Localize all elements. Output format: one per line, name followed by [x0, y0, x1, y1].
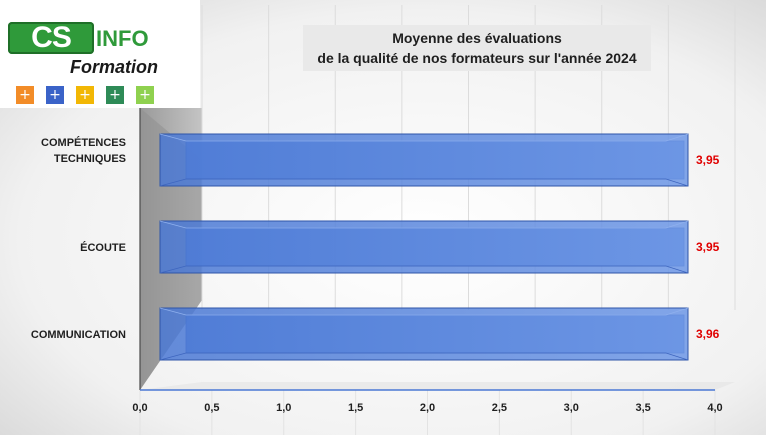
category-label: TECHNIQUES — [54, 153, 126, 165]
data-label: 3,96 — [696, 327, 720, 341]
data-label: 3,95 — [696, 153, 720, 167]
bar — [159, 307, 689, 361]
x-tick-label: 2,5 — [492, 402, 507, 414]
chart-title-line-2: de la qualité de nos formateurs sur l'an… — [317, 50, 637, 66]
x-tick-label: 2,0 — [420, 402, 435, 414]
category-label: COMMUNICATION — [31, 329, 126, 341]
floor — [140, 382, 735, 390]
bar-bottom-edge — [159, 265, 689, 274]
bar-top-edge — [159, 307, 689, 316]
bar-bottom-edge — [159, 178, 689, 187]
plus-button-lime[interactable]: + — [136, 86, 154, 104]
logo-cs-mark: CS — [8, 22, 94, 54]
plus-button-yellow[interactable]: + — [76, 86, 94, 104]
bar-top-edge — [159, 220, 689, 229]
x-tick-label: 4,0 — [707, 402, 722, 414]
logo-info-text: INFO — [96, 26, 149, 51]
logo: CS INFO Formation + + + + + — [0, 0, 200, 108]
plus-button-blue[interactable]: + — [46, 86, 64, 104]
bar-bottom-edge — [159, 352, 689, 361]
x-tick-label: 3,0 — [564, 402, 579, 414]
plus-button-green[interactable]: + — [106, 86, 124, 104]
x-tick-label: 3,5 — [635, 402, 650, 414]
bar-top-edge — [159, 133, 689, 142]
bar — [159, 133, 689, 187]
category-label: COMPÉTENCES — [41, 136, 126, 149]
logo-formation-text: Formation — [70, 57, 158, 77]
x-tick-label: 0,5 — [204, 402, 219, 414]
category-label: ÉCOUTE — [80, 241, 126, 254]
chart-title: Moyenne des évaluations de la qualité de… — [303, 25, 651, 71]
x-tick-label: 1,5 — [348, 402, 363, 414]
data-label: 3,95 — [696, 240, 720, 254]
x-tick-label: 0,0 — [132, 402, 147, 414]
chart-title-line-1: Moyenne des évaluations — [392, 30, 562, 46]
x-tick-label: 1,0 — [276, 402, 291, 414]
plus-button-orange[interactable]: + — [16, 86, 34, 104]
bar — [159, 220, 689, 274]
